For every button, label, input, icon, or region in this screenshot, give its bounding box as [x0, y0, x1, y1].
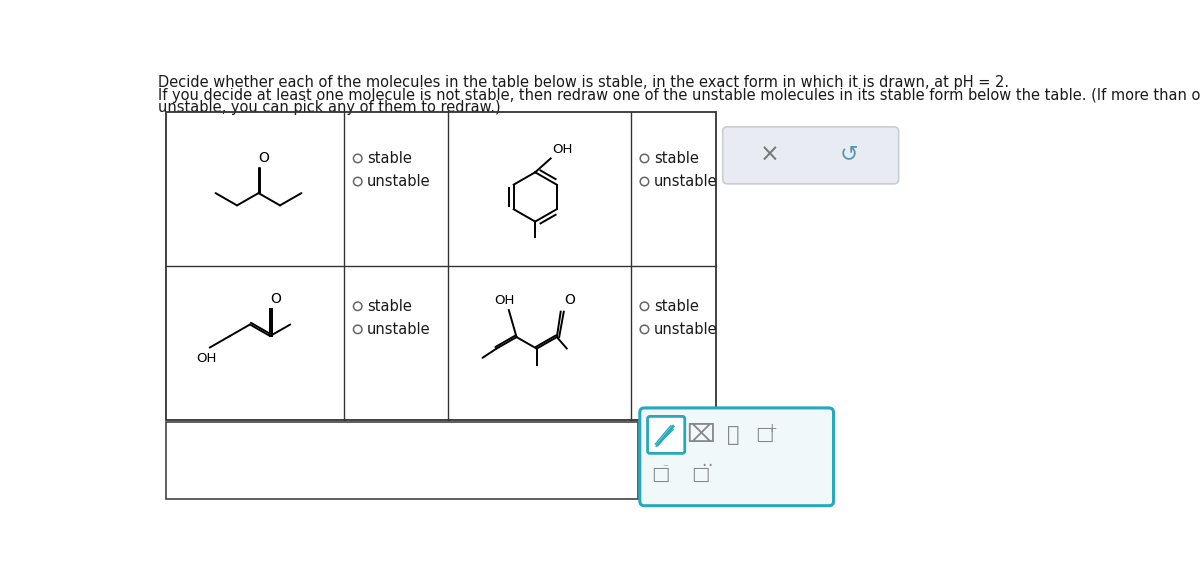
Text: ·: · [702, 457, 707, 475]
Text: ×: × [760, 143, 780, 166]
Text: unstable: unstable [654, 322, 718, 337]
Text: O: O [564, 293, 575, 307]
Text: If you decide at least one molecule is not stable, then redraw one of the unstab: If you decide at least one molecule is n… [157, 88, 1200, 103]
FancyBboxPatch shape [722, 127, 899, 184]
Text: ↺: ↺ [840, 145, 858, 165]
Text: ⁻: ⁻ [662, 463, 668, 473]
Text: OH: OH [494, 294, 515, 307]
Bar [166, 112, 715, 420]
Text: stable: stable [654, 299, 698, 314]
Text: O: O [258, 151, 269, 165]
FancyBboxPatch shape [640, 408, 834, 506]
Text: Decide whether each of the molecules in the table below is stable, in the exact : Decide whether each of the molecules in … [157, 75, 1009, 90]
Bar [166, 422, 638, 499]
Text: unstable: unstable [654, 174, 718, 189]
Text: unstable: unstable [367, 322, 431, 337]
Text: O: O [270, 292, 281, 306]
Text: stable: stable [654, 151, 698, 166]
Text: OH: OH [197, 352, 217, 365]
FancyBboxPatch shape [648, 416, 685, 453]
Text: OH: OH [552, 143, 572, 156]
Text: □: □ [650, 465, 670, 484]
Text: □: □ [691, 465, 709, 484]
Text: ✋: ✋ [726, 425, 739, 445]
Text: ·: · [707, 457, 712, 475]
Text: unstable: unstable [367, 174, 431, 189]
Text: stable: stable [367, 299, 412, 314]
Text: ⌧: ⌧ [686, 423, 715, 447]
Text: unstable, you can pick any of them to redraw.): unstable, you can pick any of them to re… [157, 100, 500, 115]
Text: □: □ [755, 425, 774, 444]
Text: +: + [767, 422, 776, 435]
Text: stable: stable [367, 151, 412, 166]
